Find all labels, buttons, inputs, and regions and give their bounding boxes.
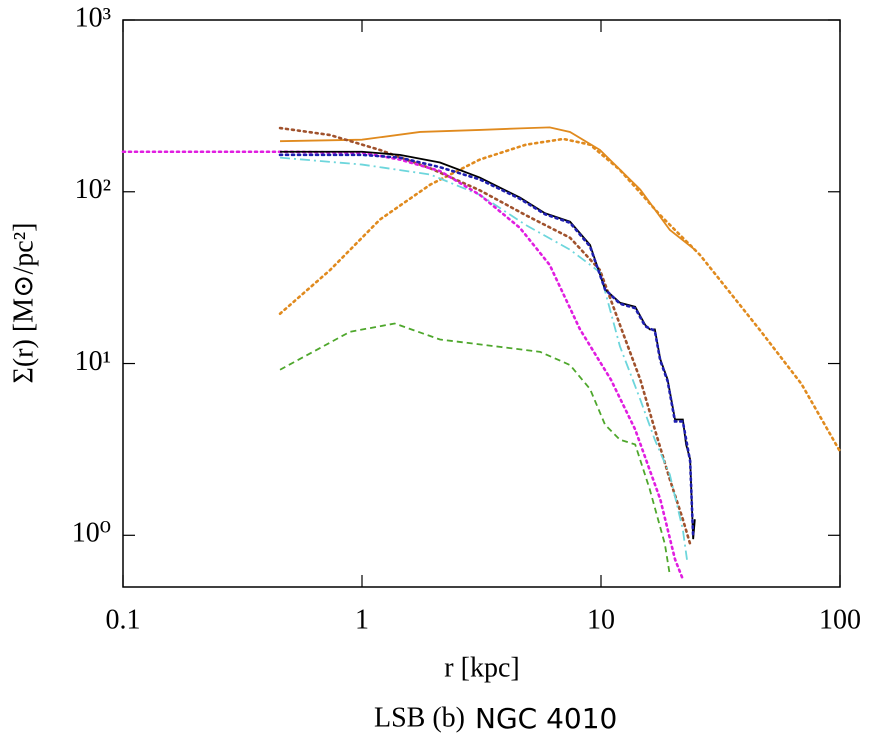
y-tick-label: 10¹	[75, 346, 111, 377]
x-axis-label: r [kpc]	[444, 652, 519, 683]
plot-frame	[122, 19, 841, 588]
x-tick-label: 10	[587, 604, 615, 635]
panel-label: LSB (b)	[374, 702, 465, 733]
x-tick-label: 0.1	[106, 604, 141, 635]
x-tick-label: 1	[355, 604, 369, 635]
series-line	[279, 322, 671, 575]
series-line	[279, 156, 688, 560]
y-tick-label: 10⁰	[72, 518, 111, 549]
series-line	[278, 137, 842, 453]
y-axis-label: Σ(r) [M⊙/pc²]	[8, 223, 39, 384]
series-line	[121, 150, 685, 581]
chart-title: NGC 4010	[475, 702, 617, 735]
series-line	[278, 153, 695, 539]
x-tick-label: 100	[819, 604, 861, 635]
y-tick-label: 10³	[75, 2, 111, 33]
y-tick-label: 10²	[75, 174, 111, 205]
series-line	[280, 126, 696, 251]
